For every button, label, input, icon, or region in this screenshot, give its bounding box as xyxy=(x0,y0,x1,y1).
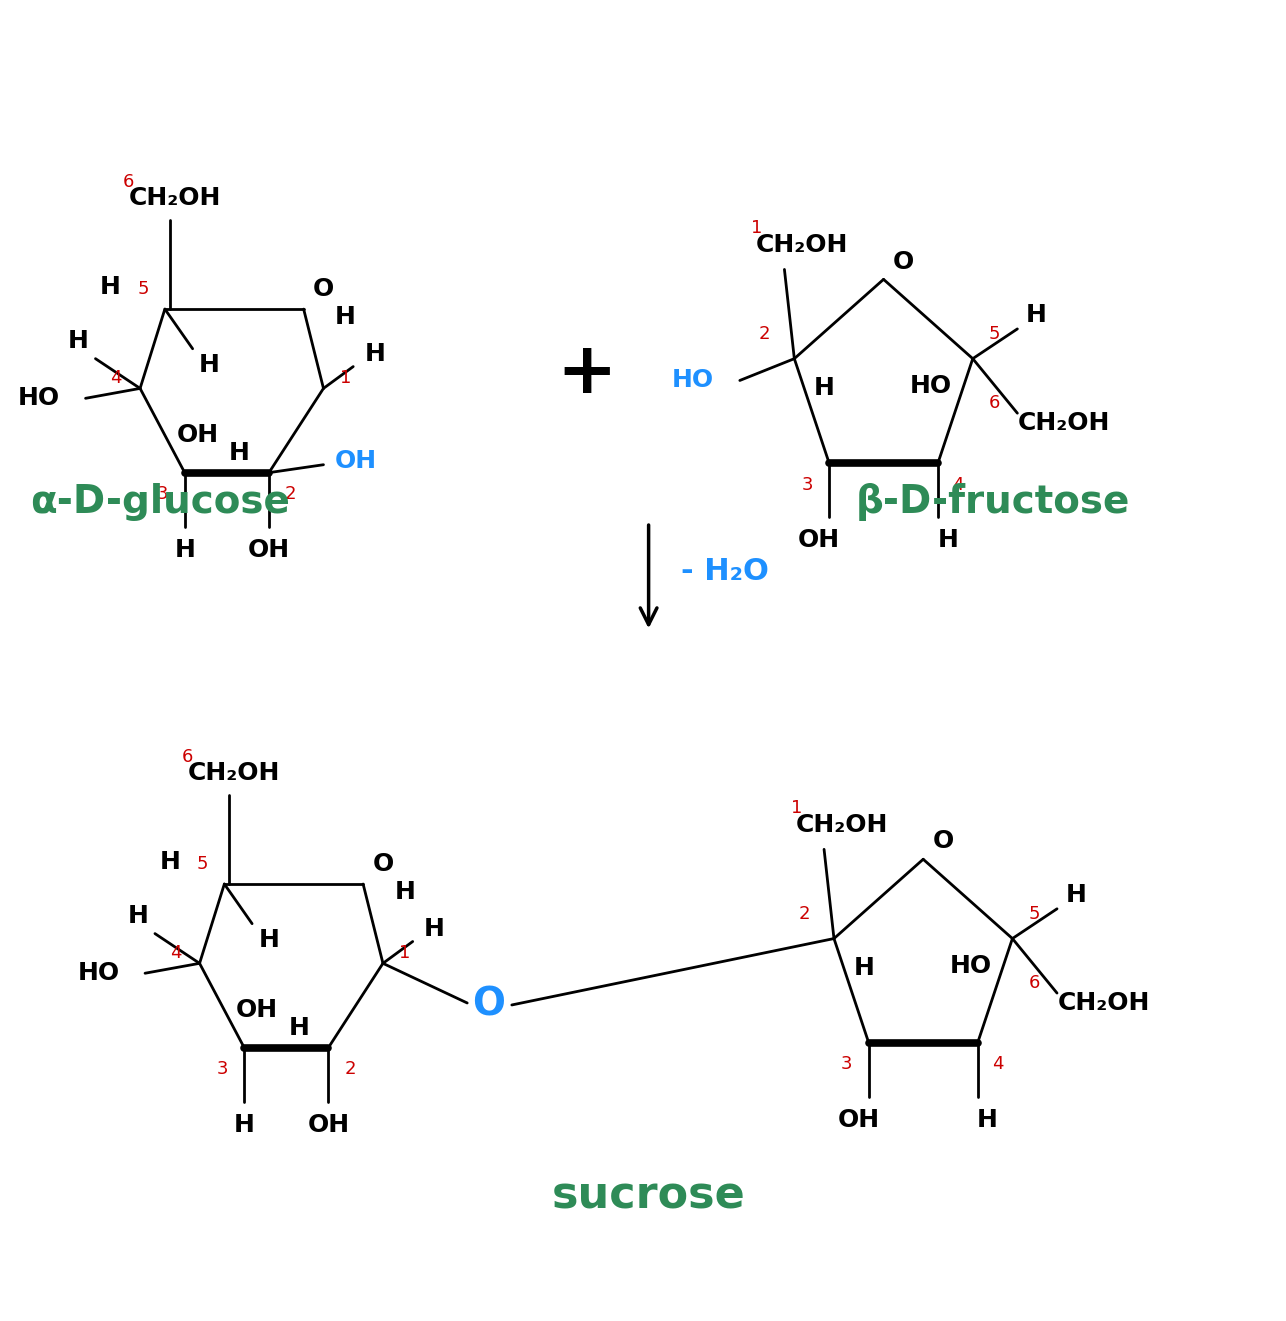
Text: H: H xyxy=(199,353,220,376)
Text: CH₂OH: CH₂OH xyxy=(129,186,221,210)
Text: HO: HO xyxy=(950,954,992,979)
Text: H: H xyxy=(127,904,149,927)
Text: O: O xyxy=(932,830,954,853)
Text: 4: 4 xyxy=(992,1055,1003,1074)
Text: 5: 5 xyxy=(138,280,149,299)
Text: 2: 2 xyxy=(345,1061,356,1078)
Text: 5: 5 xyxy=(197,855,208,873)
Text: H: H xyxy=(977,1108,998,1132)
Text: - H₂O: - H₂O xyxy=(682,557,769,587)
Text: 6: 6 xyxy=(989,394,1001,412)
Text: H: H xyxy=(937,528,958,552)
Text: 1: 1 xyxy=(751,219,763,236)
Text: OH: OH xyxy=(336,449,377,473)
Text: O: O xyxy=(892,250,914,273)
Text: CH₂OH: CH₂OH xyxy=(796,812,889,836)
Text: OH: OH xyxy=(799,528,840,552)
Text: CH₂OH: CH₂OH xyxy=(188,761,280,785)
Text: H: H xyxy=(288,1016,309,1040)
Text: H: H xyxy=(814,376,835,400)
Text: 2: 2 xyxy=(799,905,810,923)
Text: 4: 4 xyxy=(952,476,963,494)
Text: H: H xyxy=(68,329,89,353)
Text: H: H xyxy=(175,538,195,561)
Text: H: H xyxy=(334,305,356,329)
Text: H: H xyxy=(100,275,121,300)
Text: CH₂OH: CH₂OH xyxy=(1017,411,1110,435)
Text: HO: HO xyxy=(18,386,60,411)
Text: 4: 4 xyxy=(111,370,122,387)
Text: H: H xyxy=(395,880,415,904)
Text: OH: OH xyxy=(176,423,219,446)
Text: 5: 5 xyxy=(1029,905,1040,923)
Text: 6: 6 xyxy=(122,173,134,192)
Text: HO: HO xyxy=(77,962,120,985)
Text: H: H xyxy=(159,851,180,875)
Text: β-D-fructose: β-D-fructose xyxy=(855,483,1130,522)
Text: H: H xyxy=(1026,303,1047,328)
Text: 1: 1 xyxy=(791,799,802,816)
Text: sucrose: sucrose xyxy=(552,1174,746,1218)
Text: 1: 1 xyxy=(340,370,351,387)
Text: H: H xyxy=(365,342,386,366)
Text: OH: OH xyxy=(307,1112,350,1137)
Text: H: H xyxy=(258,927,279,951)
Text: O: O xyxy=(472,985,505,1024)
Text: H: H xyxy=(229,441,249,465)
Text: +: + xyxy=(556,339,616,408)
Text: OH: OH xyxy=(248,538,291,561)
Text: 6: 6 xyxy=(1029,974,1040,992)
Text: 3: 3 xyxy=(157,485,168,503)
Text: 1: 1 xyxy=(399,945,410,963)
Text: 6: 6 xyxy=(183,748,193,766)
Text: HO: HO xyxy=(910,374,952,399)
Text: H: H xyxy=(424,917,445,941)
Text: O: O xyxy=(373,852,394,876)
Text: 5: 5 xyxy=(989,325,1001,343)
Text: H: H xyxy=(1065,882,1087,908)
Text: 2: 2 xyxy=(759,325,770,343)
Text: CH₂OH: CH₂OH xyxy=(756,232,849,256)
Text: H: H xyxy=(854,956,874,980)
Text: 3: 3 xyxy=(801,476,813,494)
Text: 2: 2 xyxy=(285,485,297,503)
Text: 3: 3 xyxy=(841,1055,853,1074)
Text: HO: HO xyxy=(673,369,714,392)
Text: H: H xyxy=(234,1112,255,1137)
Text: OH: OH xyxy=(837,1108,880,1132)
Text: α-D-glucose: α-D-glucose xyxy=(30,483,289,522)
Text: 3: 3 xyxy=(216,1061,228,1078)
Text: 4: 4 xyxy=(170,945,181,963)
Text: O: O xyxy=(312,277,334,301)
Text: CH₂OH: CH₂OH xyxy=(1057,991,1150,1015)
Text: OH: OH xyxy=(237,997,278,1022)
